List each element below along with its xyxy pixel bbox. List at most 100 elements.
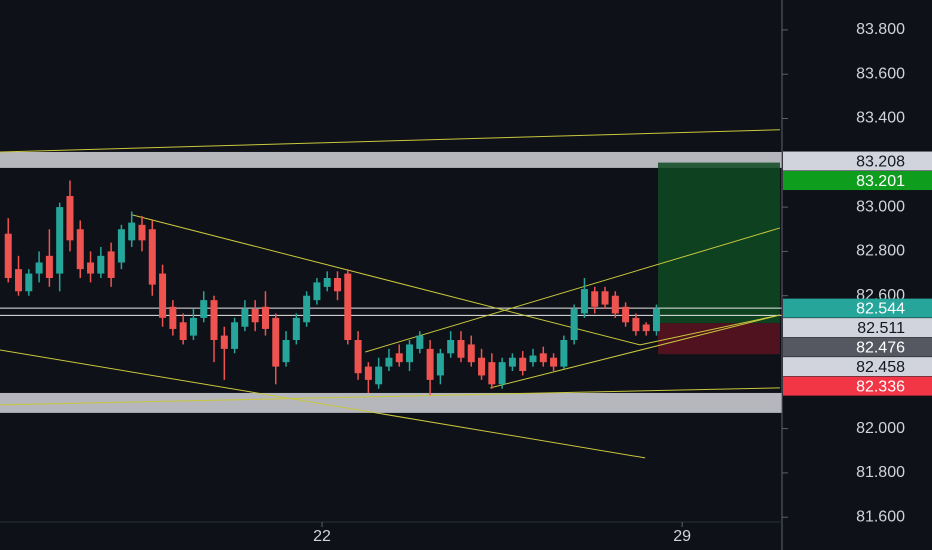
price-label-box: [783, 151, 932, 171]
candle-body: [231, 322, 239, 349]
candle-body: [632, 317, 640, 332]
trendline: [132, 214, 641, 346]
price-label-box: [783, 318, 932, 338]
price-label-box: [783, 376, 932, 396]
candle-body: [169, 306, 177, 329]
candle-body: [508, 357, 516, 367]
price-zone: [0, 392, 782, 413]
candle-body: [652, 309, 660, 332]
candle-body: [303, 295, 311, 323]
candle-body: [580, 289, 588, 314]
candle-body: [519, 357, 527, 372]
candle-body: [87, 262, 95, 274]
candle-body: [210, 300, 218, 341]
candle-body: [56, 207, 64, 274]
y-tick-label: 83.600: [856, 65, 905, 82]
candle-body: [447, 340, 455, 354]
candle-body: [395, 353, 403, 363]
candle-body: [117, 229, 125, 263]
candle-body: [591, 291, 599, 307]
candle-body: [478, 357, 486, 376]
price-label: 83.201: [856, 173, 905, 190]
trendline: [0, 349, 646, 459]
price-label-box: [783, 298, 932, 318]
candle-body: [642, 324, 650, 332]
candle-body: [416, 335, 424, 349]
price-zone: [0, 151, 782, 168]
trendline: [0, 129, 780, 153]
trendline: [365, 227, 781, 353]
trendline: [639, 314, 781, 346]
price-label: 82.544: [856, 300, 905, 317]
candle-body: [364, 366, 372, 380]
trendline: [490, 314, 781, 389]
candle-body: [560, 340, 568, 367]
price-label-box: [783, 171, 932, 191]
candle-body: [611, 295, 619, 314]
y-tick-label: 82.000: [856, 420, 905, 437]
candle-body: [457, 340, 465, 358]
price-label: 83.208: [856, 153, 905, 170]
candle-body: [323, 277, 331, 287]
candle-body: [488, 362, 496, 385]
candle-body: [107, 251, 115, 278]
y-tick-label: 81.600: [856, 508, 905, 525]
candle-body: [128, 222, 136, 241]
candle-body: [272, 317, 280, 367]
candle-body: [622, 306, 630, 323]
candle-body: [251, 309, 259, 323]
candle-body: [15, 269, 23, 292]
candle-body: [261, 306, 269, 329]
y-tick-label: 83.800: [856, 21, 905, 38]
candle-body: [25, 273, 33, 292]
candle-body: [313, 282, 321, 301]
candle-body: [282, 340, 290, 363]
y-tick-label: 82.800: [856, 243, 905, 260]
candle-body: [550, 357, 558, 367]
candle-body: [159, 273, 167, 318]
candle-body: [539, 353, 547, 363]
x-tick-label: 29: [673, 528, 691, 545]
candle-body: [601, 291, 609, 305]
candle-body: [436, 353, 444, 376]
candle-body: [426, 348, 434, 380]
candle-body: [179, 322, 187, 341]
candle-body: [385, 357, 393, 367]
candle-body: [354, 340, 362, 374]
price-label: 82.336: [856, 378, 905, 395]
price-label-box: [783, 357, 932, 377]
candle-body: [570, 309, 578, 341]
candle-body: [4, 233, 12, 278]
candle-body: [97, 255, 105, 274]
price-label: 82.476: [856, 339, 905, 356]
candle-body: [148, 229, 156, 285]
candle-body: [375, 366, 383, 385]
candle-body: [529, 355, 537, 363]
candle-body: [66, 196, 74, 241]
price-label: 82.458: [856, 359, 905, 376]
candle-body: [189, 317, 197, 336]
x-tick-label: 22: [313, 528, 331, 545]
y-tick-label: 83.000: [856, 198, 905, 215]
y-tick-label: 83.400: [856, 110, 905, 127]
candle-body: [138, 224, 146, 241]
candle-body: [333, 277, 341, 292]
candle-body: [200, 300, 208, 318]
candle-body: [45, 255, 53, 278]
candle-body: [76, 229, 84, 270]
candle-body: [344, 273, 352, 341]
candle-body: [241, 309, 249, 327]
candle-body: [35, 262, 43, 274]
candle-body: [220, 335, 228, 349]
trendline: [0, 387, 780, 406]
plot-area: [0, 129, 782, 459]
candle-body: [406, 344, 414, 363]
candle-body: [467, 344, 475, 363]
position-target-area: [658, 162, 780, 324]
y-tick-label: 81.800: [856, 464, 905, 481]
price-label-box: [783, 337, 932, 357]
